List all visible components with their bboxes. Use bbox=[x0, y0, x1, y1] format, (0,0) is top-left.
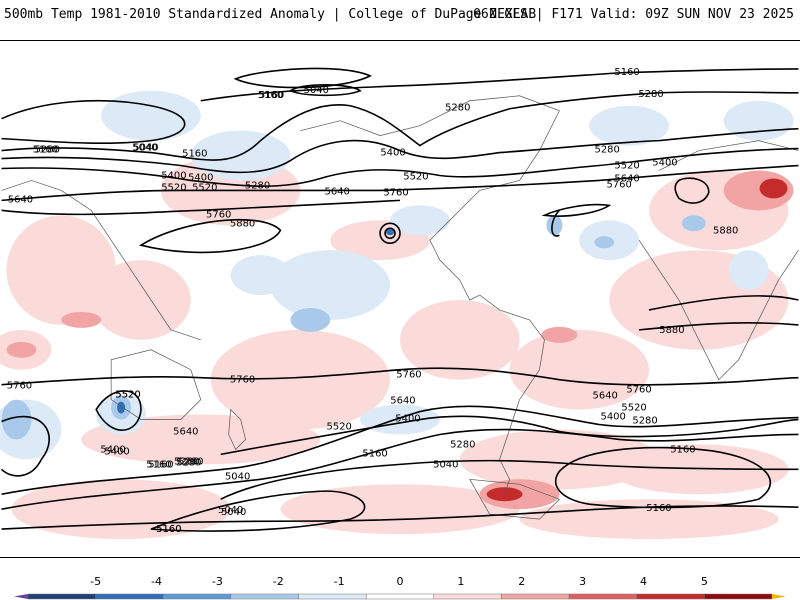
colorbar-cell bbox=[298, 593, 367, 600]
contour-label: 5520 bbox=[115, 390, 140, 401]
contour-label: 5280 bbox=[178, 456, 203, 467]
colorbar-tick-label: -2 bbox=[273, 575, 284, 588]
contour-label: 5640 bbox=[8, 194, 33, 205]
contour-value-labels: 5160 5040 5280 5160 5280 5040 5400 5160 … bbox=[7, 67, 739, 535]
contour-label: 5400 bbox=[395, 414, 420, 425]
contour-label: 5280 bbox=[632, 416, 657, 427]
contour-label: 5040 bbox=[221, 507, 246, 518]
colorbar-ticks: -5 -4 -3 -2 -1 0 1 2 3 4 5 bbox=[90, 575, 708, 588]
contour-label: 5160 bbox=[670, 444, 695, 455]
contour-label: 5040 bbox=[304, 85, 329, 96]
contour-label: 5160 bbox=[614, 67, 639, 78]
contour-label: 5280 bbox=[450, 439, 475, 450]
contour-label: 5880 bbox=[659, 325, 684, 336]
contour-label: 5640 bbox=[614, 173, 639, 184]
contour-label: 5640 bbox=[593, 391, 618, 402]
contour-label: 5160 bbox=[259, 90, 284, 101]
colorbar-tick-label: 0 bbox=[397, 575, 404, 588]
contour-label: 5640 bbox=[325, 186, 350, 197]
contour-label: 5760 bbox=[383, 187, 408, 198]
colorbar-max-arrow bbox=[772, 594, 786, 599]
colorbar-tick-label: -4 bbox=[151, 575, 162, 588]
contour-label: 5640 bbox=[390, 396, 415, 407]
colorbar-tick-label: -1 bbox=[334, 575, 345, 588]
contour-label: 5400 bbox=[652, 158, 677, 169]
contour-label: 5880 bbox=[230, 218, 255, 229]
colorbar-cell bbox=[27, 593, 96, 600]
contour-label: 5520 bbox=[327, 421, 352, 432]
header: 500mb Temp 1981-2010 Standardized Anomal… bbox=[0, 0, 800, 40]
contour-label: 5520 bbox=[115, 390, 140, 401]
colorbar-tick-label: -5 bbox=[90, 575, 101, 588]
contour-label: 5640 bbox=[173, 426, 198, 437]
contour-label: 5280 bbox=[445, 103, 470, 114]
contour-label: 5760 bbox=[396, 370, 421, 381]
contour-label: 5160 bbox=[148, 459, 173, 470]
colorbar-cells bbox=[14, 593, 786, 600]
colorbar-cell bbox=[636, 593, 705, 600]
contour-label: 5040 bbox=[132, 143, 157, 154]
colorbar-tick-label: 1 bbox=[457, 575, 464, 588]
contour-label: 5400 bbox=[161, 170, 186, 181]
colorbar-tick-label: 3 bbox=[579, 575, 586, 588]
anomaly-map: 5160 5040 5280 5160 5280 5040 5400 5160 … bbox=[0, 40, 800, 558]
colorbar-cell bbox=[230, 593, 299, 600]
colorbar-min-arrow bbox=[14, 594, 28, 599]
contour-label: 5160 bbox=[258, 90, 283, 101]
colorbar-cell bbox=[95, 593, 164, 600]
contour-label: 5040 bbox=[225, 471, 250, 482]
contour-label: 5280 bbox=[595, 145, 620, 156]
colorbar-cell bbox=[433, 593, 502, 600]
contour-label: 5400 bbox=[100, 444, 125, 455]
colorbar-cell bbox=[163, 593, 232, 600]
colorbar-tick-label: 5 bbox=[701, 575, 708, 588]
cold-anomaly-areas bbox=[0, 90, 794, 460]
contour-label: 5160 bbox=[33, 145, 58, 156]
colorbar-cell bbox=[568, 593, 637, 600]
contour-label: 5760 bbox=[626, 385, 651, 396]
colorbar-tick-label: -3 bbox=[212, 575, 223, 588]
contour-label: 5520 bbox=[192, 182, 217, 193]
contour-label: 5400 bbox=[380, 148, 405, 159]
colorbar-cell bbox=[365, 593, 435, 600]
anomaly-colorbar: -5 -4 -3 -2 -1 0 1 2 3 4 5 bbox=[14, 575, 786, 600]
contour-label: 5520 bbox=[161, 182, 186, 193]
contour-label: 5400 bbox=[104, 446, 129, 457]
contour-label: 5160 bbox=[362, 448, 387, 459]
colorbar-tick-label: 4 bbox=[640, 575, 647, 588]
contour-label: 5280 bbox=[245, 180, 270, 191]
height-contours bbox=[0, 67, 799, 532]
contour-label: 5760 bbox=[230, 375, 255, 386]
contour-label: 5040 bbox=[218, 505, 243, 516]
contour-label: 5160 bbox=[646, 503, 671, 514]
contour-label: 5040 bbox=[433, 459, 458, 470]
contour-label: 5040 bbox=[133, 143, 158, 154]
product-title: 500mb Temp 1981-2010 Standardized Anomal… bbox=[4, 7, 537, 22]
contour-label: 5160 bbox=[156, 524, 181, 535]
colorbar-tick-label: 2 bbox=[518, 575, 525, 588]
contour-label: 5760 bbox=[606, 179, 631, 190]
colorbar-cell bbox=[704, 593, 773, 600]
contour-label: 5160 bbox=[156, 524, 181, 535]
contour-label: 5160 bbox=[146, 459, 171, 470]
contour-label: 5520 bbox=[621, 403, 646, 414]
contour-label: 5400 bbox=[188, 172, 213, 183]
contour-label: 5280 bbox=[176, 457, 201, 468]
contour-label: 5160 bbox=[182, 149, 207, 160]
contour-label: 5280 bbox=[174, 456, 199, 467]
contour-label: 5760 bbox=[7, 381, 32, 392]
contour-label: 5520 bbox=[614, 161, 639, 172]
contour-label: 5400 bbox=[601, 412, 626, 423]
contour-label: 5280 bbox=[35, 145, 60, 156]
contour-label: 5280 bbox=[638, 89, 663, 100]
contour-label: 5520 bbox=[403, 171, 428, 182]
model-run-info: 06Z GFS | F171 Valid: 09Z SUN NOV 23 202… bbox=[473, 7, 794, 22]
contour-label: 5760 bbox=[206, 209, 231, 220]
contour-label: 5880 bbox=[713, 225, 738, 236]
colorbar-cell bbox=[501, 593, 570, 600]
